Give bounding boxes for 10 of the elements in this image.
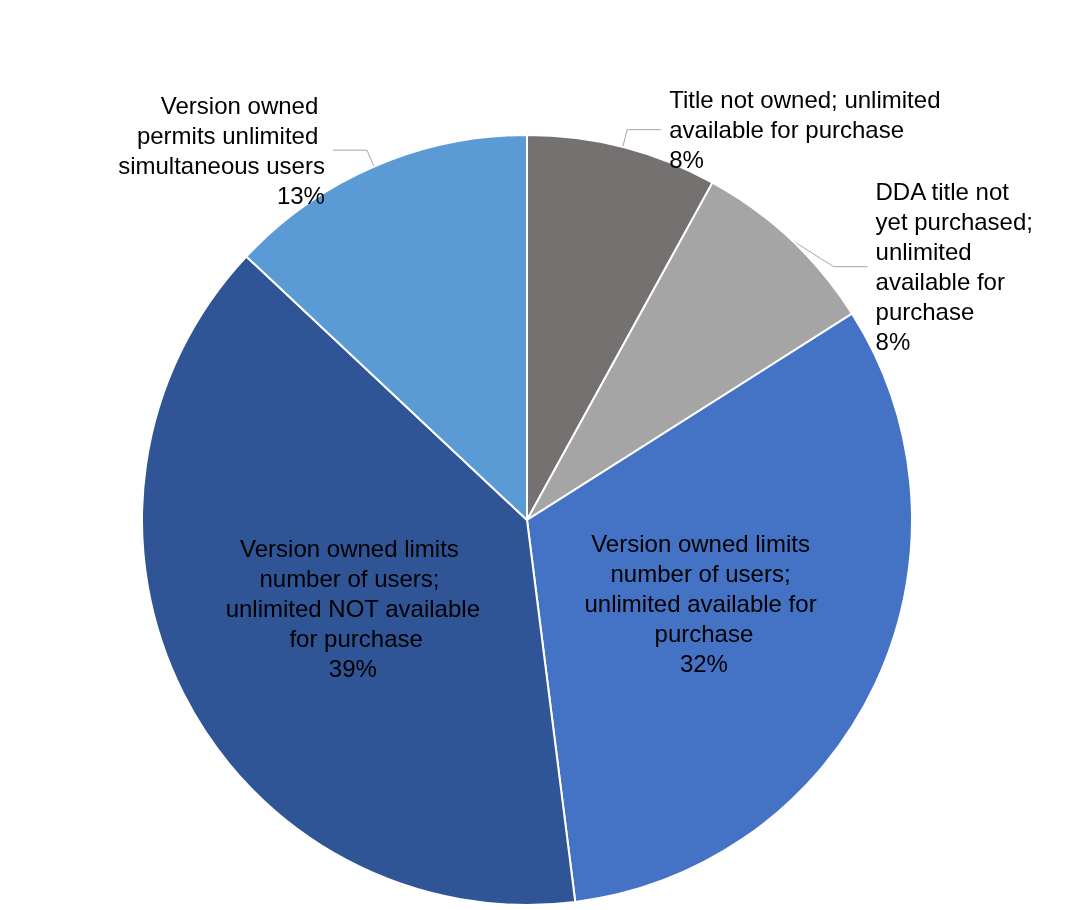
data-label: 32% <box>679 649 728 677</box>
slice-label: DDA title not yet purchased; unlimited available for purchase <box>875 178 1040 326</box>
data-label: 8% <box>875 328 911 356</box>
data-label: 39% <box>328 655 377 683</box>
slice-label: Version owned permits unlimited simultaneous users <box>118 91 325 179</box>
slice-label: Title not owned; unlimited available for purchase <box>669 86 948 144</box>
slice-label: Version owned limits number of users; unlimited NOT available for purchase <box>225 535 480 653</box>
slice-label: Version owned limits number of users; unlimited available for purchase <box>584 529 824 647</box>
data-label: 8% <box>669 146 704 174</box>
data-label: 13% <box>276 181 325 209</box>
